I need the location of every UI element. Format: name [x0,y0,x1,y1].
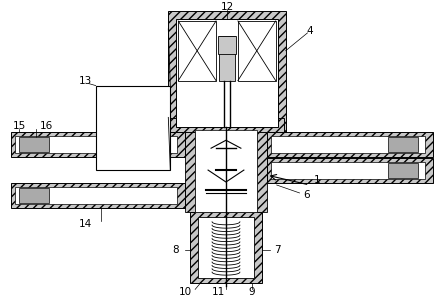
Text: 13: 13 [79,76,92,86]
Text: 1: 1 [314,175,321,185]
Bar [168,11,285,135]
Bar [388,163,418,178]
Bar [257,130,267,212]
Bar [96,85,170,170]
Text: 16: 16 [40,121,53,131]
Text: 6: 6 [303,190,310,200]
Bar [271,136,425,153]
Text: 12: 12 [220,2,234,12]
Bar [198,217,254,278]
Text: 9: 9 [249,287,255,297]
Bar [267,132,433,157]
Bar [219,36,235,81]
Text: 7: 7 [274,245,281,255]
Text: 10: 10 [178,287,192,297]
Bar [15,136,177,153]
Text: 11: 11 [211,287,225,297]
Bar [19,137,49,152]
Bar [19,188,49,203]
Text: 15: 15 [12,121,26,131]
Bar [388,137,418,152]
Bar [190,212,262,283]
Bar [238,21,276,81]
Text: 4: 4 [306,26,313,36]
Bar [11,183,185,208]
Bar [218,36,236,54]
Bar [11,132,185,157]
Bar [168,118,284,132]
Text: 8: 8 [172,245,178,255]
Bar [176,19,278,127]
Bar [178,21,216,81]
Bar [267,158,433,183]
Bar [195,130,257,212]
Text: 14: 14 [79,219,92,229]
Bar [185,130,195,212]
Bar [271,162,425,179]
Bar [15,187,177,204]
